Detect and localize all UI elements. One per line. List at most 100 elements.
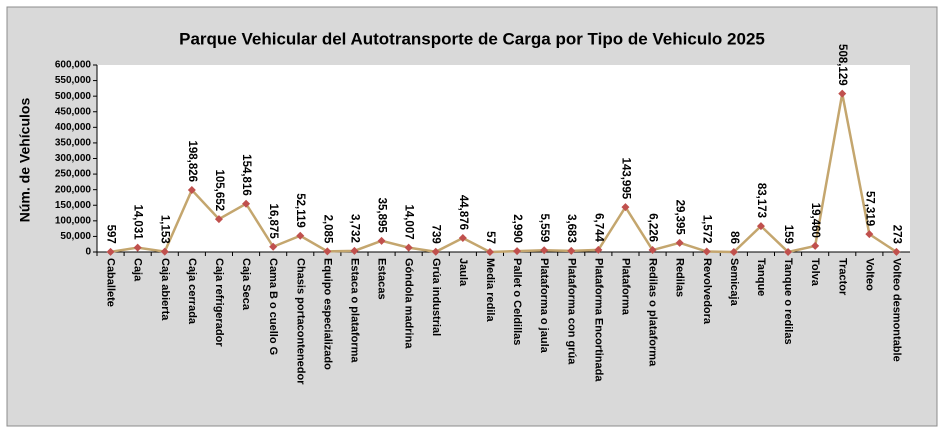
point-marker — [214, 215, 223, 224]
x-tick-label: Caja cerrada — [186, 258, 198, 325]
data-label: 105,652 — [213, 169, 225, 211]
y-tick-label: 500,000 — [55, 91, 92, 102]
x-tick-label: Jaula — [457, 258, 469, 287]
x-tick-label: Plataforma — [620, 258, 632, 316]
data-label: 29,395 — [674, 200, 686, 236]
data-label: 597 — [105, 225, 117, 244]
y-tick-label: 350,000 — [55, 138, 92, 149]
data-label: 1,572 — [701, 215, 713, 244]
point-marker — [187, 186, 196, 195]
x-tick-label: Redilas — [674, 258, 686, 297]
data-label: 44,876 — [457, 195, 469, 230]
x-tick-label: Media redila — [484, 258, 496, 322]
x-tick-label: Pallet o Celdillas — [511, 258, 523, 345]
point-marker — [756, 222, 765, 231]
data-label: 19,460 — [809, 203, 821, 238]
x-tick-label: Estaca o plataforma — [349, 258, 361, 363]
x-tick-label: Cama B o cuello G — [267, 258, 279, 355]
data-label: 508,129 — [836, 44, 848, 86]
point-marker — [160, 247, 169, 256]
point-marker — [458, 234, 467, 243]
point-marker — [106, 247, 115, 256]
point-marker — [702, 247, 711, 256]
x-tick-label: Tanque o redilas — [782, 258, 794, 345]
data-label: 143,995 — [619, 158, 631, 200]
x-tick-label: Tanque — [755, 258, 767, 296]
point-marker — [865, 230, 874, 239]
series-line — [110, 93, 898, 254]
point-marker — [675, 238, 684, 247]
data-label: 57 — [484, 231, 496, 244]
point-marker — [838, 89, 847, 98]
point-marker — [323, 247, 332, 256]
y-tick-label: 250,000 — [55, 169, 92, 180]
data-label: 6,744 — [592, 213, 604, 242]
x-tick-label: Volteo — [863, 258, 875, 291]
data-label: 2,990 — [511, 214, 523, 243]
y-tick-label: 100,000 — [55, 215, 92, 226]
x-tick-label: Chasis portacontenedor — [294, 258, 306, 385]
point-marker — [784, 247, 793, 256]
point-marker — [892, 247, 901, 256]
x-tick-label: Caja refrigerador — [213, 258, 225, 347]
x-tick-label: Tolva — [809, 258, 821, 287]
point-marker — [594, 245, 603, 254]
data-label: 14,007 — [403, 204, 415, 239]
data-label: 86 — [728, 231, 740, 244]
x-tick-label: Plataforma o jaula — [538, 258, 550, 354]
data-label: 14,031 — [132, 204, 144, 240]
y-axis-label: Núm. de Vehículos — [17, 98, 33, 223]
x-tick-label: Góndola madrina — [403, 258, 415, 349]
x-tick-label: Caja abierta — [159, 258, 171, 321]
x-tick-label: Tractor — [836, 258, 848, 296]
x-tick-label: Caballete — [105, 258, 117, 307]
x-tick-label: Redilas o plataforma — [647, 258, 659, 367]
point-marker — [133, 243, 142, 252]
point-marker — [567, 246, 576, 255]
y-tick-label: 300,000 — [55, 153, 92, 164]
chart-title: Parque Vehicular del Autotransporte de C… — [179, 29, 765, 48]
x-tick-label: Caja — [132, 258, 144, 282]
y-tick-label: 0 — [85, 247, 91, 258]
point-marker — [513, 247, 522, 256]
data-label: 52,119 — [294, 193, 306, 228]
point-marker — [729, 247, 738, 256]
data-label: 1,153 — [159, 215, 171, 244]
point-marker — [377, 236, 386, 245]
x-tick-label: Grúa industrial — [430, 258, 442, 336]
y-tick-label: 200,000 — [55, 184, 92, 195]
x-tick-label: Volteo desmontable — [891, 258, 903, 362]
point-marker — [621, 203, 630, 212]
y-tick-label: 400,000 — [55, 122, 92, 133]
y-tick-label: 600,000 — [55, 60, 92, 71]
point-marker — [431, 247, 440, 256]
data-label: 154,816 — [240, 154, 252, 196]
point-marker — [404, 243, 413, 252]
point-marker — [242, 199, 251, 208]
y-tick-label: 450,000 — [55, 106, 92, 117]
data-label: 3,732 — [348, 214, 360, 243]
data-label: 6,226 — [647, 213, 659, 242]
y-tick-label: 150,000 — [55, 200, 92, 211]
data-label: 273 — [890, 225, 902, 244]
point-marker — [296, 231, 305, 240]
data-label: 5,559 — [538, 213, 550, 242]
x-tick-label: Plataforma Encortinada — [592, 258, 604, 382]
point-marker — [540, 246, 549, 255]
point-marker — [269, 242, 278, 251]
data-label: 35,895 — [376, 198, 388, 234]
data-label: 198,826 — [186, 140, 198, 182]
point-marker — [350, 246, 359, 255]
data-label: 57,319 — [863, 191, 875, 226]
x-tick-label: Equipo especializado — [321, 258, 333, 370]
y-tick-label: 550,000 — [55, 75, 92, 86]
data-label: 16,875 — [267, 204, 279, 240]
x-tick-label: Revolvedora — [701, 258, 713, 325]
point-marker — [485, 247, 494, 256]
point-marker — [811, 241, 820, 250]
data-label: 83,173 — [755, 183, 767, 218]
y-tick-label: 50,000 — [60, 231, 91, 242]
plot-area — [97, 65, 910, 252]
